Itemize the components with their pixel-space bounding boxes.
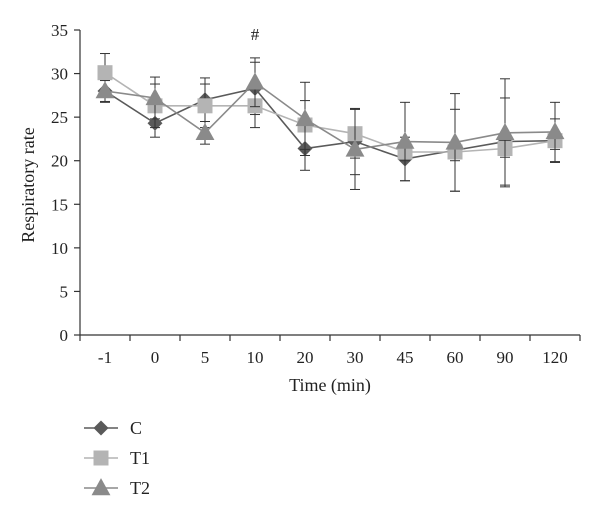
series-t2 [95,57,565,192]
series-line-t2 [104,81,556,151]
legend-label: C [130,418,142,438]
y-axis-title: Respiratory rate [18,127,38,242]
x-tick-label: 90 [497,348,514,367]
annotation-layer: # [251,25,260,44]
y-tick-label: 10 [51,239,68,258]
y-tick-label: 30 [51,65,68,84]
legend-marker-t1 [93,450,109,466]
data-point-t2 [245,72,265,90]
y-tick-label: 15 [51,195,68,214]
x-tick-label: 10 [247,348,264,367]
data-point-t2 [145,88,165,106]
x-tick-label: 5 [201,348,210,367]
significance-annotation: # [251,25,260,44]
data-point-t1 [197,98,213,114]
legend-marker-t2 [91,478,111,496]
x-axis-ticks: -1 0 5 10 20 30 45 60 90 120 [79,335,581,367]
legend-label: T2 [130,478,150,498]
legend-item-t1: T1 [84,448,150,468]
data-point-t2 [195,122,215,141]
y-tick-label: 0 [60,326,69,345]
x-tick-label: 30 [347,348,364,367]
data-point-t2 [545,122,565,140]
data-point-t2 [495,122,515,141]
y-tick-label: 5 [60,282,69,301]
y-axis-ticks: 0 5 10 15 20 25 30 35 [51,21,80,345]
data-point-t2 [445,132,465,150]
series-line-t1 [104,72,556,153]
y-tick-label: 35 [51,21,68,40]
x-tick-label: 45 [397,348,414,367]
x-tick-label: 0 [151,348,160,367]
series-c [97,61,563,192]
legend-item-c: C [84,418,142,438]
legend-marker-c [93,420,109,436]
data-point-t2 [345,139,365,157]
x-tick-label: -1 [98,348,112,367]
x-tick-label: 120 [542,348,568,367]
legend-item-t2: T2 [84,478,150,498]
data-point-t2 [295,108,315,127]
series-line-c [104,87,556,160]
y-tick-label: 25 [51,108,68,127]
legend-label: T1 [130,448,150,468]
legend: C T1 T2 [84,418,150,498]
x-tick-label: 20 [297,348,314,367]
data-point-t2 [395,131,415,149]
x-tick-label: 60 [447,348,464,367]
data-point-t2 [95,81,115,99]
data-point-t1 [97,65,113,81]
y-tick-label: 20 [51,152,68,171]
series-layer [95,53,565,192]
x-axis-title: Time (min) [289,375,371,396]
